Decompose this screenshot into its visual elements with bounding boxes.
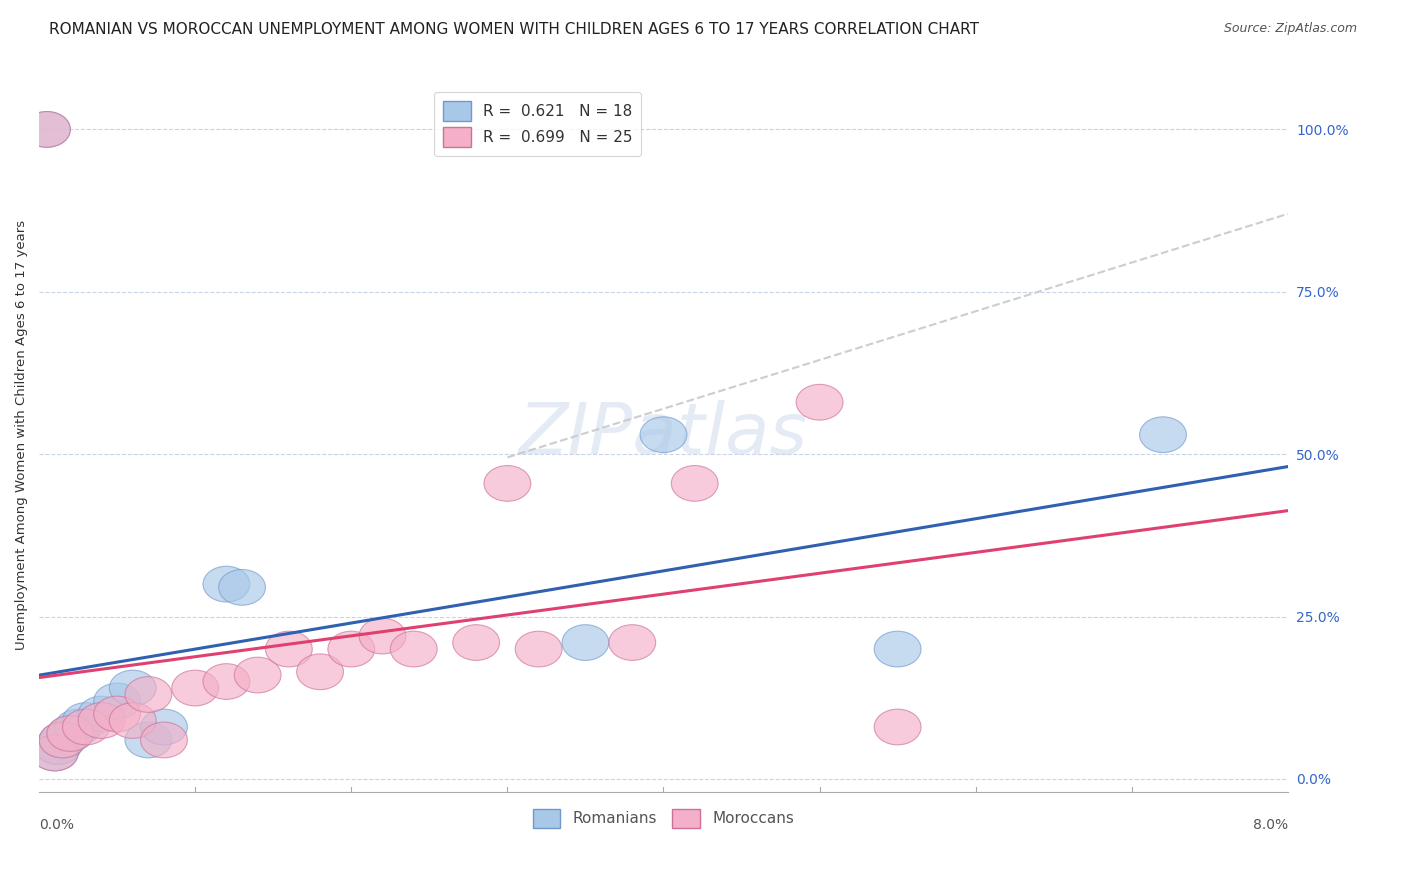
Ellipse shape bbox=[266, 632, 312, 667]
Ellipse shape bbox=[34, 729, 82, 764]
Ellipse shape bbox=[31, 735, 79, 771]
Ellipse shape bbox=[875, 632, 921, 667]
Ellipse shape bbox=[218, 569, 266, 605]
Ellipse shape bbox=[94, 683, 141, 719]
Text: 0.0%: 0.0% bbox=[39, 818, 75, 832]
Ellipse shape bbox=[62, 703, 110, 739]
Ellipse shape bbox=[46, 715, 94, 751]
Ellipse shape bbox=[46, 715, 94, 751]
Ellipse shape bbox=[640, 417, 688, 452]
Ellipse shape bbox=[79, 703, 125, 739]
Ellipse shape bbox=[141, 709, 187, 745]
Ellipse shape bbox=[110, 670, 156, 706]
Ellipse shape bbox=[297, 654, 343, 690]
Ellipse shape bbox=[875, 709, 921, 745]
Text: 8.0%: 8.0% bbox=[1253, 818, 1288, 832]
Ellipse shape bbox=[484, 466, 531, 501]
Ellipse shape bbox=[55, 709, 101, 745]
Ellipse shape bbox=[202, 664, 250, 699]
Ellipse shape bbox=[125, 677, 172, 713]
Ellipse shape bbox=[62, 709, 110, 745]
Y-axis label: Unemployment Among Women with Children Ages 6 to 17 years: Unemployment Among Women with Children A… bbox=[15, 219, 28, 649]
Ellipse shape bbox=[94, 696, 141, 731]
Ellipse shape bbox=[328, 632, 375, 667]
Ellipse shape bbox=[141, 723, 187, 758]
Ellipse shape bbox=[24, 112, 70, 147]
Ellipse shape bbox=[39, 723, 86, 758]
Ellipse shape bbox=[235, 657, 281, 693]
Text: Source: ZipAtlas.com: Source: ZipAtlas.com bbox=[1223, 22, 1357, 36]
Ellipse shape bbox=[125, 723, 172, 758]
Ellipse shape bbox=[609, 624, 655, 660]
Ellipse shape bbox=[202, 566, 250, 602]
Text: ROMANIAN VS MOROCCAN UNEMPLOYMENT AMONG WOMEN WITH CHILDREN AGES 6 TO 17 YEARS C: ROMANIAN VS MOROCCAN UNEMPLOYMENT AMONG … bbox=[49, 22, 979, 37]
Ellipse shape bbox=[359, 618, 406, 654]
Ellipse shape bbox=[796, 384, 844, 420]
Ellipse shape bbox=[1140, 417, 1187, 452]
Ellipse shape bbox=[79, 696, 125, 731]
Ellipse shape bbox=[671, 466, 718, 501]
Ellipse shape bbox=[172, 670, 218, 706]
Ellipse shape bbox=[515, 632, 562, 667]
Ellipse shape bbox=[391, 632, 437, 667]
Text: ZIPatlas: ZIPatlas bbox=[519, 401, 808, 469]
Ellipse shape bbox=[31, 735, 79, 771]
Ellipse shape bbox=[110, 703, 156, 739]
Ellipse shape bbox=[562, 624, 609, 660]
Ellipse shape bbox=[39, 723, 86, 758]
Legend: Romanians, Moroccans: Romanians, Moroccans bbox=[527, 803, 800, 834]
Ellipse shape bbox=[453, 624, 499, 660]
Ellipse shape bbox=[24, 112, 70, 147]
